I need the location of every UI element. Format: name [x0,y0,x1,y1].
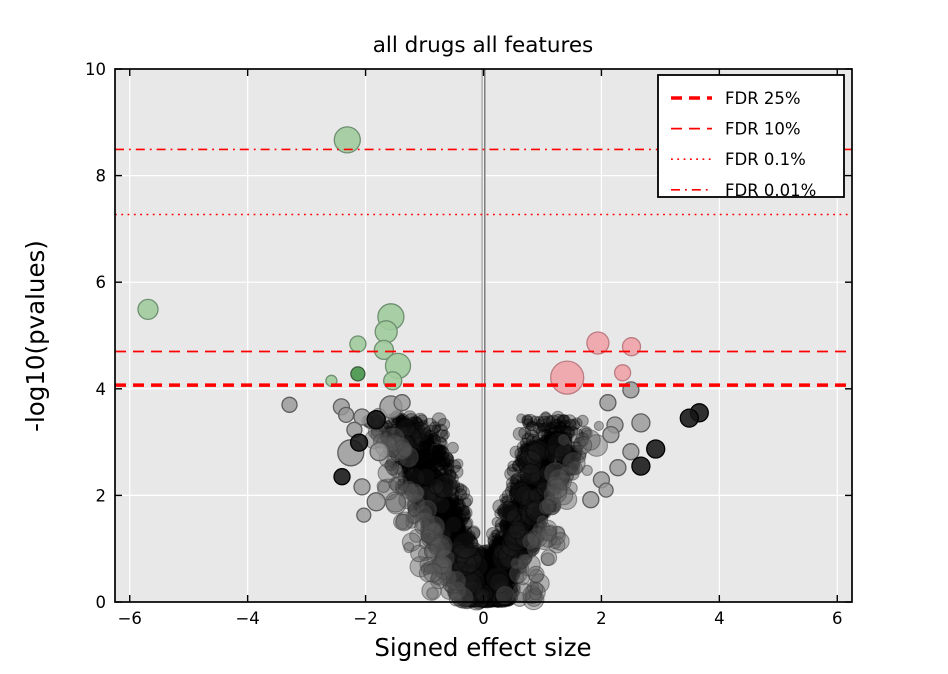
green-point [137,298,159,321]
legend-entry: FDR 25% [671,89,801,108]
legend-entry-label: FDR 0.1% [725,150,806,169]
dark-point [366,410,386,430]
axes: −6 −4 −2 0 2 4 6 0 2 4 6 8 10 [85,60,853,628]
y-tick-label: 0 [96,593,107,612]
fdr-threshold-lines [115,148,852,387]
gray-point [393,394,411,412]
pink-point [550,360,585,395]
gray-point [609,459,627,477]
x-axis-label: Signed effect size [374,633,591,662]
legend-box [657,74,845,198]
dark-point [679,408,699,428]
legend-entry-label: FDR 25% [725,89,801,108]
pink-points [550,331,642,395]
dark-point [333,468,351,486]
gray-point [337,406,355,424]
green-point [333,126,361,154]
y-tick-label: 10 [85,60,106,79]
legend-entry-label: FDR 0.01% [725,181,816,200]
dark-point [646,439,666,459]
legend-entry: FDR 10% [671,120,801,139]
x-tick-label: 0 [478,609,489,628]
gray-point [631,413,651,433]
scatter-points [137,126,709,611]
y-tick-label: 8 [96,167,107,186]
green-point [349,335,367,353]
dark-point [349,433,369,452]
gray-point [622,443,640,461]
y-tick-label: 2 [96,486,107,505]
pink-point [586,331,610,355]
green-point [373,339,395,361]
y-axis-label: -log10(pvalues) [21,240,50,432]
x-tick-label: 4 [714,609,725,628]
gray-point [366,492,386,512]
dark-point [631,456,651,476]
legend-entry: FDR 0.1% [671,150,806,169]
gray-point [369,442,389,462]
gray-point [356,507,372,523]
y-tick-label: 6 [96,273,107,292]
x-tick-label: −2 [353,609,377,628]
green-point [374,320,398,344]
dark-green-point [350,366,366,382]
legend-entry: FDR 0.01% [671,181,816,200]
bulk-point-cloud [361,407,605,609]
gray-point [281,396,298,413]
x-tick-label: 2 [596,609,607,628]
dark-points [333,403,709,486]
x-tick-label: −4 [235,609,259,628]
legend-entry-label: FDR 10% [725,120,801,139]
legend: FDR 25% FDR 10% FDR 0.1% FDR 0.01% [657,74,845,200]
dark-green-points [350,366,366,382]
y-tick-label: 4 [96,380,107,399]
plot-title: all drugs all features [373,33,594,58]
gray-point [599,394,617,412]
fringe-points [363,411,608,611]
pink-point [613,364,632,382]
gray-point [353,478,371,496]
gray-point [582,491,600,509]
pink-point [621,337,642,357]
axis-ticks [115,68,852,603]
tick-labels: −6 −4 −2 0 2 4 6 0 2 4 6 8 10 [85,60,843,628]
gray-point [602,425,620,444]
x-tick-label: 6 [832,609,843,628]
gray-point [598,482,614,498]
green-point [383,371,403,391]
x-tick-label: −6 [118,609,142,628]
